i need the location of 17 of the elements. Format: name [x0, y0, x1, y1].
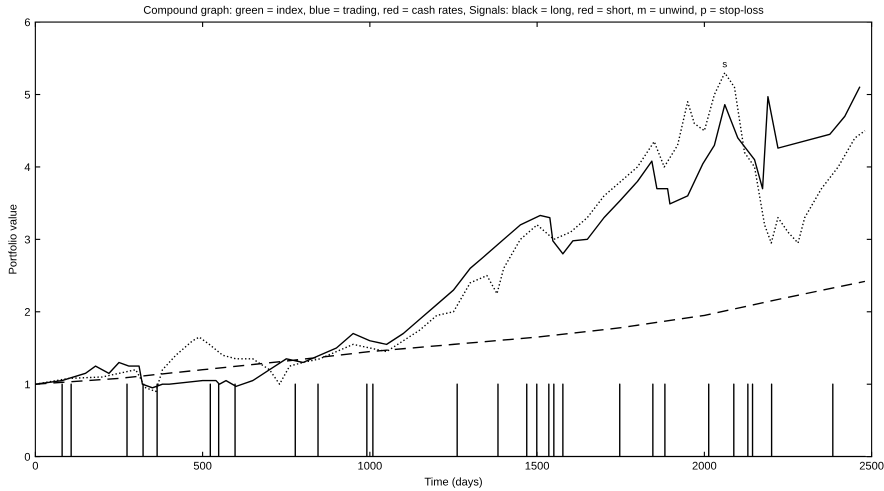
y-tick-label: 4 [24, 163, 30, 171]
y-axis-title: Portfolio value [8, 204, 17, 274]
x-tick-label: 1500 [526, 462, 550, 470]
x-tick-label: 2000 [692, 462, 716, 470]
x-tick-label: 500 [194, 462, 212, 470]
annotation: s [722, 62, 727, 68]
y-tick-label: 2 [24, 308, 30, 316]
x-tick-label: 2500 [860, 462, 884, 470]
y-tick-label: 1 [25, 380, 30, 388]
y-tick-label: 0 [24, 452, 30, 461]
x-tick-label: 1000 [358, 462, 382, 470]
y-tick-label: 6 [24, 18, 30, 26]
x-tick-label: 0 [32, 462, 38, 470]
chart-title: Compound graph: green = index, blue = trading, red = cash rates, Signals: black = long, red = short, m = unwind, p = stop-loss [144, 6, 764, 16]
y-tick-label: 5 [24, 90, 30, 99]
x-axis-title: Time (days) [424, 477, 482, 488]
y-tick-label: 3 [24, 236, 30, 244]
